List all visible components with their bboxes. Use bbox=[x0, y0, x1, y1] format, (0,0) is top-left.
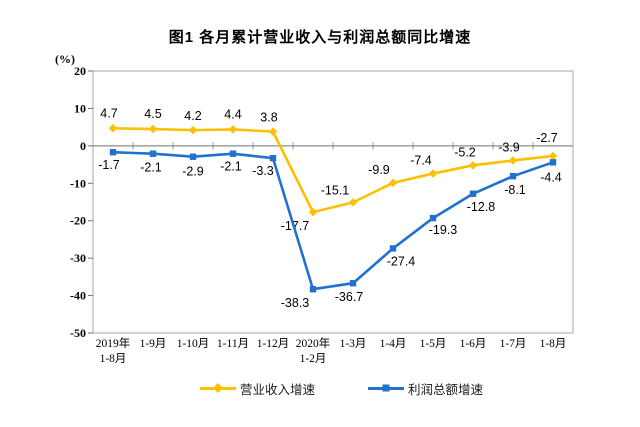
x-tick-label: 2020年 bbox=[296, 336, 331, 350]
series-0-marker bbox=[548, 151, 558, 161]
y-tick-label: 20 bbox=[74, 64, 86, 78]
series-1-marker bbox=[149, 150, 157, 157]
y-tick-label: -50 bbox=[70, 326, 86, 340]
series-0-data-label: 3.8 bbox=[260, 111, 277, 125]
series-1-line bbox=[112, 150, 554, 291]
series-1-data-label: -27.4 bbox=[387, 254, 416, 268]
series-1-data-label: -12.8 bbox=[467, 200, 496, 214]
series-1-data-label: -1.7 bbox=[98, 158, 120, 172]
series-0-marker bbox=[468, 161, 478, 170]
series-1-data-label: -2.1 bbox=[220, 160, 242, 174]
series-1-data-label: -38.3 bbox=[281, 296, 310, 310]
x-tick-label: 1-8月 bbox=[540, 338, 567, 350]
series-0-marker bbox=[428, 169, 438, 178]
y-tick-label: -20 bbox=[70, 214, 86, 228]
plot-border bbox=[92, 70, 574, 334]
series-0-data-label: -9.9 bbox=[368, 163, 390, 177]
series-1-marker bbox=[349, 280, 357, 287]
series-1-data-label: -19.3 bbox=[429, 223, 458, 237]
series-0-data-label: -5.2 bbox=[454, 145, 476, 159]
series-0-data-label: 4.7 bbox=[100, 106, 117, 120]
series-0-data-label: -15.1 bbox=[321, 183, 350, 197]
series-1-data-label: -4.4 bbox=[540, 170, 562, 184]
series-1-marker bbox=[189, 153, 197, 160]
x-tick-label: 1-5月 bbox=[420, 338, 447, 350]
legend: 营业收入增速 利润总额增速 bbox=[0, 379, 640, 397]
series-1-data-label: -36.7 bbox=[335, 290, 364, 304]
y-tick-label: -40 bbox=[70, 289, 86, 303]
series-0-marker bbox=[188, 125, 198, 135]
series-0-data-label: -2.7 bbox=[536, 131, 558, 145]
series-1-data-label: -2.1 bbox=[140, 161, 162, 175]
series-1-data-label: -2.9 bbox=[182, 165, 204, 179]
series-0-marker bbox=[388, 178, 398, 188]
x-tick-label: 1-3月 bbox=[340, 338, 367, 350]
series-1-marker bbox=[509, 172, 517, 180]
legend-line-profit bbox=[368, 384, 404, 392]
legend-square-marker-icon bbox=[382, 384, 390, 392]
series-1-marker bbox=[109, 149, 117, 156]
x-tick-label: 1-12月 bbox=[257, 338, 290, 350]
series-1-marker bbox=[469, 190, 477, 197]
series-0-data-label: 4.4 bbox=[224, 107, 241, 121]
legend-item-revenue: 营业收入增速 bbox=[200, 379, 315, 397]
chart-title: 图1 各月累计营业收入与利润总额同比增速 bbox=[168, 29, 472, 46]
y-tick-label: 0 bbox=[80, 139, 86, 153]
legend-diamond-marker-icon bbox=[213, 383, 223, 393]
y-tick-label: -10 bbox=[70, 176, 86, 190]
x-tick-label: 1-8月 bbox=[100, 353, 127, 365]
series-0-line bbox=[112, 126, 554, 214]
series-0-data-label: -7.4 bbox=[410, 154, 432, 168]
series-0-marker bbox=[308, 207, 318, 217]
legend-label-profit: 利润总额增速 bbox=[408, 382, 484, 397]
y-tick-label: -30 bbox=[70, 251, 86, 265]
series-1-data-label: -8.1 bbox=[504, 183, 526, 197]
legend-item-profit: 利润总额增速 bbox=[368, 379, 483, 397]
series-1-marker bbox=[429, 214, 437, 222]
y-axis-unit-label: (%) bbox=[55, 52, 75, 66]
x-tick-label: 2019年 bbox=[96, 336, 131, 350]
x-tick-label: 1-10月 bbox=[177, 338, 210, 350]
series-0-marker bbox=[508, 156, 518, 165]
series-0-data-label: 4.5 bbox=[144, 107, 161, 121]
series-0-marker bbox=[108, 124, 118, 133]
legend-line-revenue bbox=[200, 383, 236, 393]
series-1-marker bbox=[229, 150, 237, 157]
series-0-marker bbox=[348, 198, 358, 207]
x-tick-label: 1-7月 bbox=[500, 338, 527, 350]
x-tick-label: 1-9月 bbox=[140, 338, 167, 350]
x-tick-label: 1-6月 bbox=[460, 338, 487, 350]
series-1-marker bbox=[389, 245, 397, 252]
x-tick-label: 1-11月 bbox=[217, 338, 249, 350]
series-1-marker bbox=[309, 286, 317, 293]
series-0-marker bbox=[228, 125, 238, 134]
x-tick-label: 1-2月 bbox=[300, 353, 327, 365]
x-tick-label: 1-4月 bbox=[380, 338, 407, 350]
series-1-marker bbox=[269, 155, 277, 162]
series-0-data-label: 4.2 bbox=[184, 109, 201, 123]
legend-label-revenue: 营业收入增速 bbox=[240, 382, 316, 397]
series-0-marker bbox=[148, 124, 158, 134]
series-1-data-label: -3.3 bbox=[252, 164, 274, 178]
series-1-marker bbox=[549, 159, 557, 166]
y-tick-label: 10 bbox=[74, 101, 86, 115]
series-0-data-label: -3.9 bbox=[498, 140, 520, 154]
series-0-marker bbox=[268, 127, 278, 136]
